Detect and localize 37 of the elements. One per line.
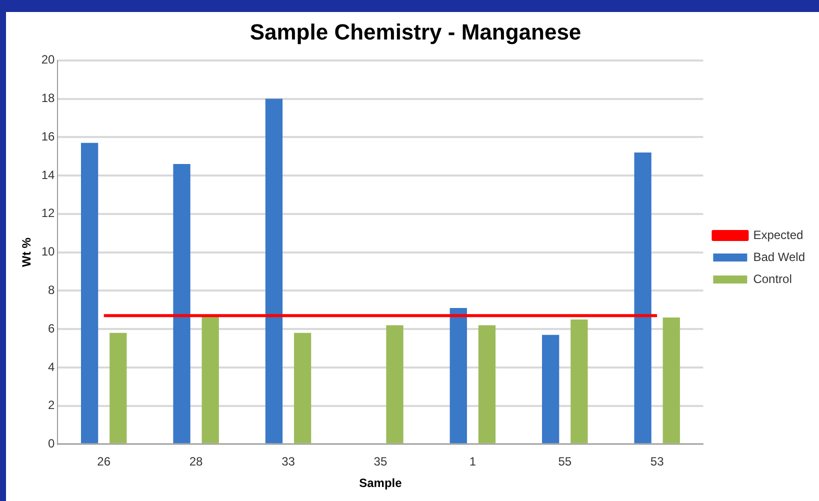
x-tick-label: 35 [374, 454, 388, 469]
x-axis-title: Sample [359, 476, 402, 490]
bar [634, 152, 652, 444]
x-tick-label: 28 [189, 454, 204, 469]
bar [570, 319, 588, 444]
legend-label: Control [753, 272, 792, 286]
bar [80, 142, 98, 444]
y-tick-label: 10 [41, 244, 56, 259]
x-tick-label: 55 [558, 454, 572, 469]
bar [450, 308, 467, 444]
legend-label: Bad Weld [753, 250, 806, 264]
y-tick-label: 2 [48, 398, 56, 412]
y-tick-label: 8 [48, 282, 56, 297]
bar [173, 164, 190, 444]
bar [294, 332, 312, 444]
y-tick-label: 4 [48, 360, 56, 374]
bar [110, 332, 127, 444]
x-tick-label: 53 [650, 454, 664, 469]
bar [662, 318, 680, 444]
x-tick-label: 26 [97, 454, 111, 469]
y-tick-label: 12 [41, 206, 56, 220]
chart-title: Sample Chemistry - Manganese [250, 19, 582, 44]
bar [386, 325, 404, 444]
bar [265, 98, 283, 444]
y-tick-label: 6 [48, 321, 56, 336]
y-tick-label: 16 [41, 129, 56, 144]
bar [478, 325, 496, 444]
bar [542, 334, 560, 444]
y-tick-label: 0 [48, 436, 56, 451]
legend-label: Expected [753, 228, 804, 242]
bar [202, 316, 219, 444]
y-axis-title: Wt % [20, 237, 34, 267]
x-tick-label: 1 [469, 454, 476, 469]
x-tick-label: 33 [282, 454, 296, 469]
y-tick-label: 14 [41, 168, 56, 182]
y-tick-label: 18 [41, 91, 56, 106]
y-tick-label: 20 [41, 52, 56, 67]
